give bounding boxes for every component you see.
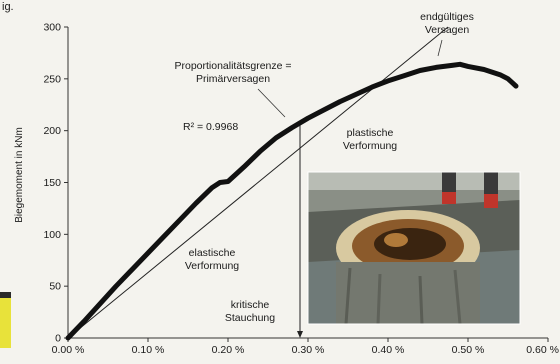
y-tick-label: 150 <box>43 177 61 189</box>
x-tick-label: 0.10 % <box>132 344 165 356</box>
y-tick-label: 300 <box>43 22 61 34</box>
final-failure-pointer <box>437 39 443 57</box>
critical-strain-arrow <box>297 331 303 338</box>
plastic-label-line1: plastische <box>347 127 394 139</box>
y-tick-label: 50 <box>49 281 61 293</box>
y-axis-label: Biegemoment in kNm <box>14 127 25 223</box>
yellow-accent-bar <box>0 298 11 348</box>
proportional-limit-label-line1: Proportionalitätsgrenze = <box>174 60 291 72</box>
critical-label-line2: Stauchung <box>225 312 275 324</box>
x-tick-label: 0.30 % <box>292 344 325 356</box>
x-tick-label: 0.50 % <box>452 344 485 356</box>
y-ticks: 0 50 100 150 200 250 300 <box>43 22 68 345</box>
dark-accent-strip <box>0 292 11 298</box>
final-failure-label-line2: Versagen <box>425 24 470 36</box>
x-tick-label: 0.60 % <box>526 344 559 356</box>
y-tick-label: 250 <box>43 73 61 85</box>
elastic-label-line1: elastische <box>189 247 236 259</box>
x-ticks: 0.00 % 0.10 % 0.20 % 0.30 % 0.40 % 0.50 % 0.60… <box>52 338 559 356</box>
r-squared-label: R² = 0.9968 <box>183 121 238 133</box>
proportional-limit-pointer <box>257 88 286 118</box>
y-tick-label: 0 <box>55 333 61 345</box>
critical-label-line1: kritische <box>231 299 270 311</box>
elastic-label-line2: Verformung <box>185 260 239 272</box>
proportional-limit-label-line2: Primärversagen <box>196 73 270 85</box>
x-tick-label: 0.20 % <box>212 344 245 356</box>
cropped-header-text: ig. <box>2 1 14 13</box>
series-group <box>65 61 519 341</box>
y-tick-label: 200 <box>43 125 61 137</box>
y-tick-label: 100 <box>43 229 61 241</box>
tree-stump-photo <box>307 171 521 325</box>
final-failure-label-line1: endgültiges <box>420 11 474 23</box>
bending-moment-series-line <box>65 61 519 341</box>
proportional-trend-line <box>67 26 449 339</box>
plastic-label-line2: Verformung <box>343 140 397 152</box>
x-tick-label: 0.00 % <box>52 344 85 356</box>
x-tick-label: 0.40 % <box>372 344 405 356</box>
